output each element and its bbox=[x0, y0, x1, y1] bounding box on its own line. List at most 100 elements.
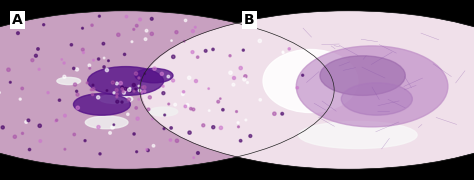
Point bbox=[53, 119, 61, 122]
Point bbox=[96, 15, 103, 18]
Point bbox=[182, 19, 189, 22]
Point bbox=[173, 139, 181, 142]
Ellipse shape bbox=[263, 50, 358, 112]
Point bbox=[40, 23, 47, 26]
Point bbox=[144, 149, 152, 152]
Point bbox=[229, 83, 237, 86]
Point bbox=[142, 38, 149, 41]
Point bbox=[137, 91, 145, 93]
Point bbox=[36, 68, 43, 71]
Point bbox=[80, 51, 87, 54]
Point bbox=[194, 152, 202, 154]
Point bbox=[194, 56, 201, 58]
Point bbox=[278, 112, 286, 115]
Point bbox=[136, 18, 144, 21]
Point bbox=[61, 75, 68, 78]
Point bbox=[11, 135, 18, 138]
Point bbox=[167, 139, 174, 141]
Point bbox=[134, 117, 141, 120]
Point bbox=[96, 152, 104, 155]
Point bbox=[89, 84, 97, 87]
Point bbox=[118, 86, 126, 89]
Point bbox=[168, 39, 175, 42]
Point bbox=[202, 50, 210, 52]
Point bbox=[217, 97, 224, 100]
Ellipse shape bbox=[149, 107, 178, 116]
Point bbox=[192, 80, 200, 82]
Point bbox=[160, 92, 167, 94]
Point bbox=[186, 131, 193, 134]
Point bbox=[244, 81, 251, 84]
Point bbox=[293, 86, 301, 89]
Point bbox=[126, 88, 133, 91]
Point bbox=[55, 99, 63, 102]
Point bbox=[71, 133, 78, 136]
Ellipse shape bbox=[100, 94, 133, 103]
Point bbox=[113, 82, 120, 85]
Point bbox=[89, 93, 96, 96]
Point bbox=[190, 108, 197, 111]
Point bbox=[61, 114, 69, 117]
Point bbox=[158, 72, 166, 75]
Point bbox=[123, 15, 130, 18]
Point bbox=[209, 48, 217, 51]
Point bbox=[165, 103, 173, 105]
Point bbox=[167, 127, 175, 129]
Point bbox=[271, 112, 278, 115]
Point bbox=[60, 62, 68, 64]
Point bbox=[226, 54, 234, 57]
Point bbox=[299, 74, 307, 77]
Point bbox=[126, 87, 134, 90]
Point bbox=[133, 150, 140, 153]
Point bbox=[237, 139, 245, 142]
Point bbox=[181, 40, 188, 43]
Point bbox=[124, 113, 132, 116]
Point bbox=[79, 27, 86, 30]
Text: A: A bbox=[12, 13, 23, 27]
Point bbox=[125, 98, 133, 101]
Point bbox=[113, 93, 121, 96]
Point bbox=[256, 39, 264, 42]
Point bbox=[139, 86, 146, 89]
Point bbox=[169, 79, 177, 82]
Point bbox=[119, 90, 127, 93]
Point bbox=[234, 121, 242, 124]
Point bbox=[86, 67, 93, 70]
Point bbox=[233, 110, 240, 113]
Point bbox=[115, 33, 122, 36]
Point bbox=[161, 114, 168, 116]
Point bbox=[124, 88, 131, 91]
Point bbox=[205, 109, 213, 112]
Point bbox=[95, 126, 102, 129]
Point bbox=[25, 119, 32, 122]
Point bbox=[237, 67, 245, 69]
Point bbox=[130, 28, 137, 31]
Point bbox=[0, 126, 7, 129]
Point bbox=[239, 49, 247, 52]
Point bbox=[100, 66, 108, 68]
Point bbox=[26, 148, 33, 151]
Point bbox=[205, 87, 212, 90]
Circle shape bbox=[140, 11, 474, 169]
Point bbox=[113, 95, 120, 98]
Point bbox=[200, 124, 207, 127]
Point bbox=[279, 51, 287, 54]
Point bbox=[5, 68, 12, 71]
Point bbox=[141, 72, 148, 75]
Point bbox=[94, 96, 102, 99]
Point bbox=[7, 81, 14, 84]
Point bbox=[173, 31, 180, 34]
Point bbox=[105, 59, 112, 62]
Point bbox=[132, 88, 139, 91]
Point bbox=[190, 156, 198, 159]
Point bbox=[235, 125, 242, 128]
Circle shape bbox=[88, 67, 164, 95]
Point bbox=[79, 48, 87, 51]
Point bbox=[242, 119, 250, 122]
Point bbox=[185, 76, 193, 79]
Point bbox=[159, 85, 167, 88]
Point bbox=[143, 148, 150, 151]
Point bbox=[180, 90, 187, 93]
Point bbox=[214, 100, 222, 103]
Point bbox=[113, 89, 120, 91]
